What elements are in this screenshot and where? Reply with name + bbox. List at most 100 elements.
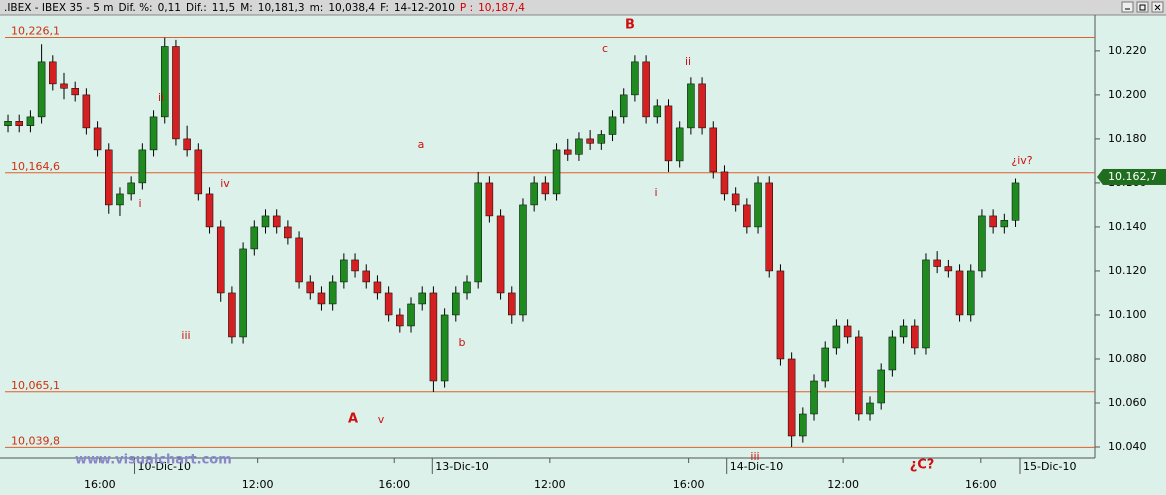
- candle-body: [955, 270, 964, 316]
- candle-body: [340, 259, 348, 283]
- candle-body: [989, 215, 997, 228]
- candle-body: [71, 88, 79, 96]
- candle-body: [675, 127, 684, 162]
- header-item: P :: [460, 2, 473, 14]
- candle-body: [284, 226, 292, 239]
- candle-body: [306, 281, 315, 294]
- y-tick-label: 10.120: [1108, 264, 1147, 277]
- header: .IBEX - IBEX 35 - 5 m Dif. %: 0,11 Dif.: 11,…: [4, 2, 525, 14]
- candle-body: [317, 292, 326, 305]
- candle-body: [743, 204, 751, 228]
- candle-body: [519, 204, 527, 316]
- candle-body: [855, 336, 863, 415]
- header-item: 10,038,4: [328, 2, 375, 14]
- wave-label: ii: [158, 91, 164, 104]
- candle-body: [799, 413, 807, 437]
- candle-body: [866, 402, 874, 415]
- x-tick-label: 15-Dic-10: [1023, 460, 1077, 473]
- candle-body: [49, 61, 57, 85]
- level-label: 10,164,6: [11, 160, 60, 173]
- header-item: F:: [380, 2, 389, 14]
- candle-body: [15, 121, 23, 126]
- candle-body: [597, 134, 606, 144]
- x-tick-label: 10-Dic-10: [138, 460, 192, 473]
- x-tick-label: 16:00: [84, 478, 116, 491]
- last-price-pointer: [1097, 168, 1103, 185]
- candle-body: [1011, 182, 1020, 221]
- y-tick-label: 10.060: [1108, 396, 1147, 409]
- candle-body: [93, 127, 102, 151]
- icon: [1154, 4, 1161, 11]
- header-item: Dif.:: [186, 2, 207, 14]
- candle-body: [687, 83, 695, 129]
- wave-label: iii: [750, 450, 759, 463]
- candle-body: [877, 369, 885, 404]
- candle-body: [586, 138, 594, 144]
- candle-body: [328, 281, 337, 305]
- candle-body: [787, 358, 796, 437]
- candle-body: [1000, 220, 1009, 228]
- candle-body: [295, 237, 303, 283]
- candle-body: [272, 215, 281, 228]
- candle-body: [160, 46, 169, 118]
- candle-body: [776, 270, 785, 360]
- candle-body: [508, 292, 516, 316]
- icon: [1139, 4, 1146, 11]
- candle-body: [474, 182, 482, 283]
- candle-body: [4, 121, 12, 126]
- candle-body: [530, 182, 538, 206]
- minimize-button[interactable]: [1121, 1, 1134, 13]
- candle-body: [832, 325, 841, 349]
- wave-label: i: [654, 186, 657, 199]
- wave-label: c: [602, 42, 608, 55]
- candle-body: [664, 105, 673, 162]
- wave-label: ¿iv?: [1011, 154, 1032, 167]
- wave-label: i: [138, 197, 141, 210]
- candle-body: [541, 182, 550, 195]
- candle-body: [888, 336, 897, 371]
- candle-body: [452, 292, 460, 316]
- candle-body: [250, 226, 259, 250]
- watermark: www.visualchart.com: [75, 453, 232, 468]
- candle-body: [194, 149, 203, 195]
- window-buttons: [1121, 1, 1164, 13]
- x-tick-label: 16:00: [965, 478, 997, 491]
- candle-body: [843, 325, 852, 338]
- candle-body: [362, 270, 370, 283]
- candle-body: [731, 193, 740, 206]
- x-tick-label: 14-Dic-10: [730, 460, 784, 473]
- y-tick-label: 10.040: [1108, 440, 1147, 453]
- wave-label: B: [625, 18, 635, 33]
- candle-body: [116, 193, 124, 206]
- maximize-button[interactable]: [1136, 1, 1149, 13]
- candle-body: [496, 215, 505, 294]
- candle-body: [216, 226, 225, 294]
- candle-body: [239, 248, 247, 338]
- header-item: Dif. %:: [118, 2, 152, 14]
- candle-body: [653, 105, 662, 118]
- candle-body: [642, 61, 650, 118]
- candle-body: [440, 314, 449, 382]
- x-tick-label: 12:00: [827, 478, 859, 491]
- level-label: 10,226,1: [11, 24, 60, 37]
- candle-body: [138, 149, 147, 184]
- candle-body: [810, 380, 818, 415]
- x-tick-label: 16:00: [378, 478, 410, 491]
- x-tick-label: 13-Dic-10: [435, 460, 489, 473]
- candle-body: [966, 270, 975, 316]
- candle-body: [563, 149, 572, 155]
- candle-body: [127, 182, 135, 195]
- wave-label: A: [348, 412, 358, 427]
- candle-body: [407, 303, 415, 327]
- candle-body: [619, 94, 628, 118]
- candle-body: [754, 182, 762, 228]
- wave-label: iii: [181, 329, 190, 342]
- candle-body: [205, 193, 214, 228]
- header-item: m:: [310, 2, 324, 14]
- y-tick-label: 10.140: [1108, 220, 1147, 233]
- candle-body: [463, 281, 471, 294]
- candle-body: [765, 182, 773, 272]
- candle-body: [261, 215, 270, 228]
